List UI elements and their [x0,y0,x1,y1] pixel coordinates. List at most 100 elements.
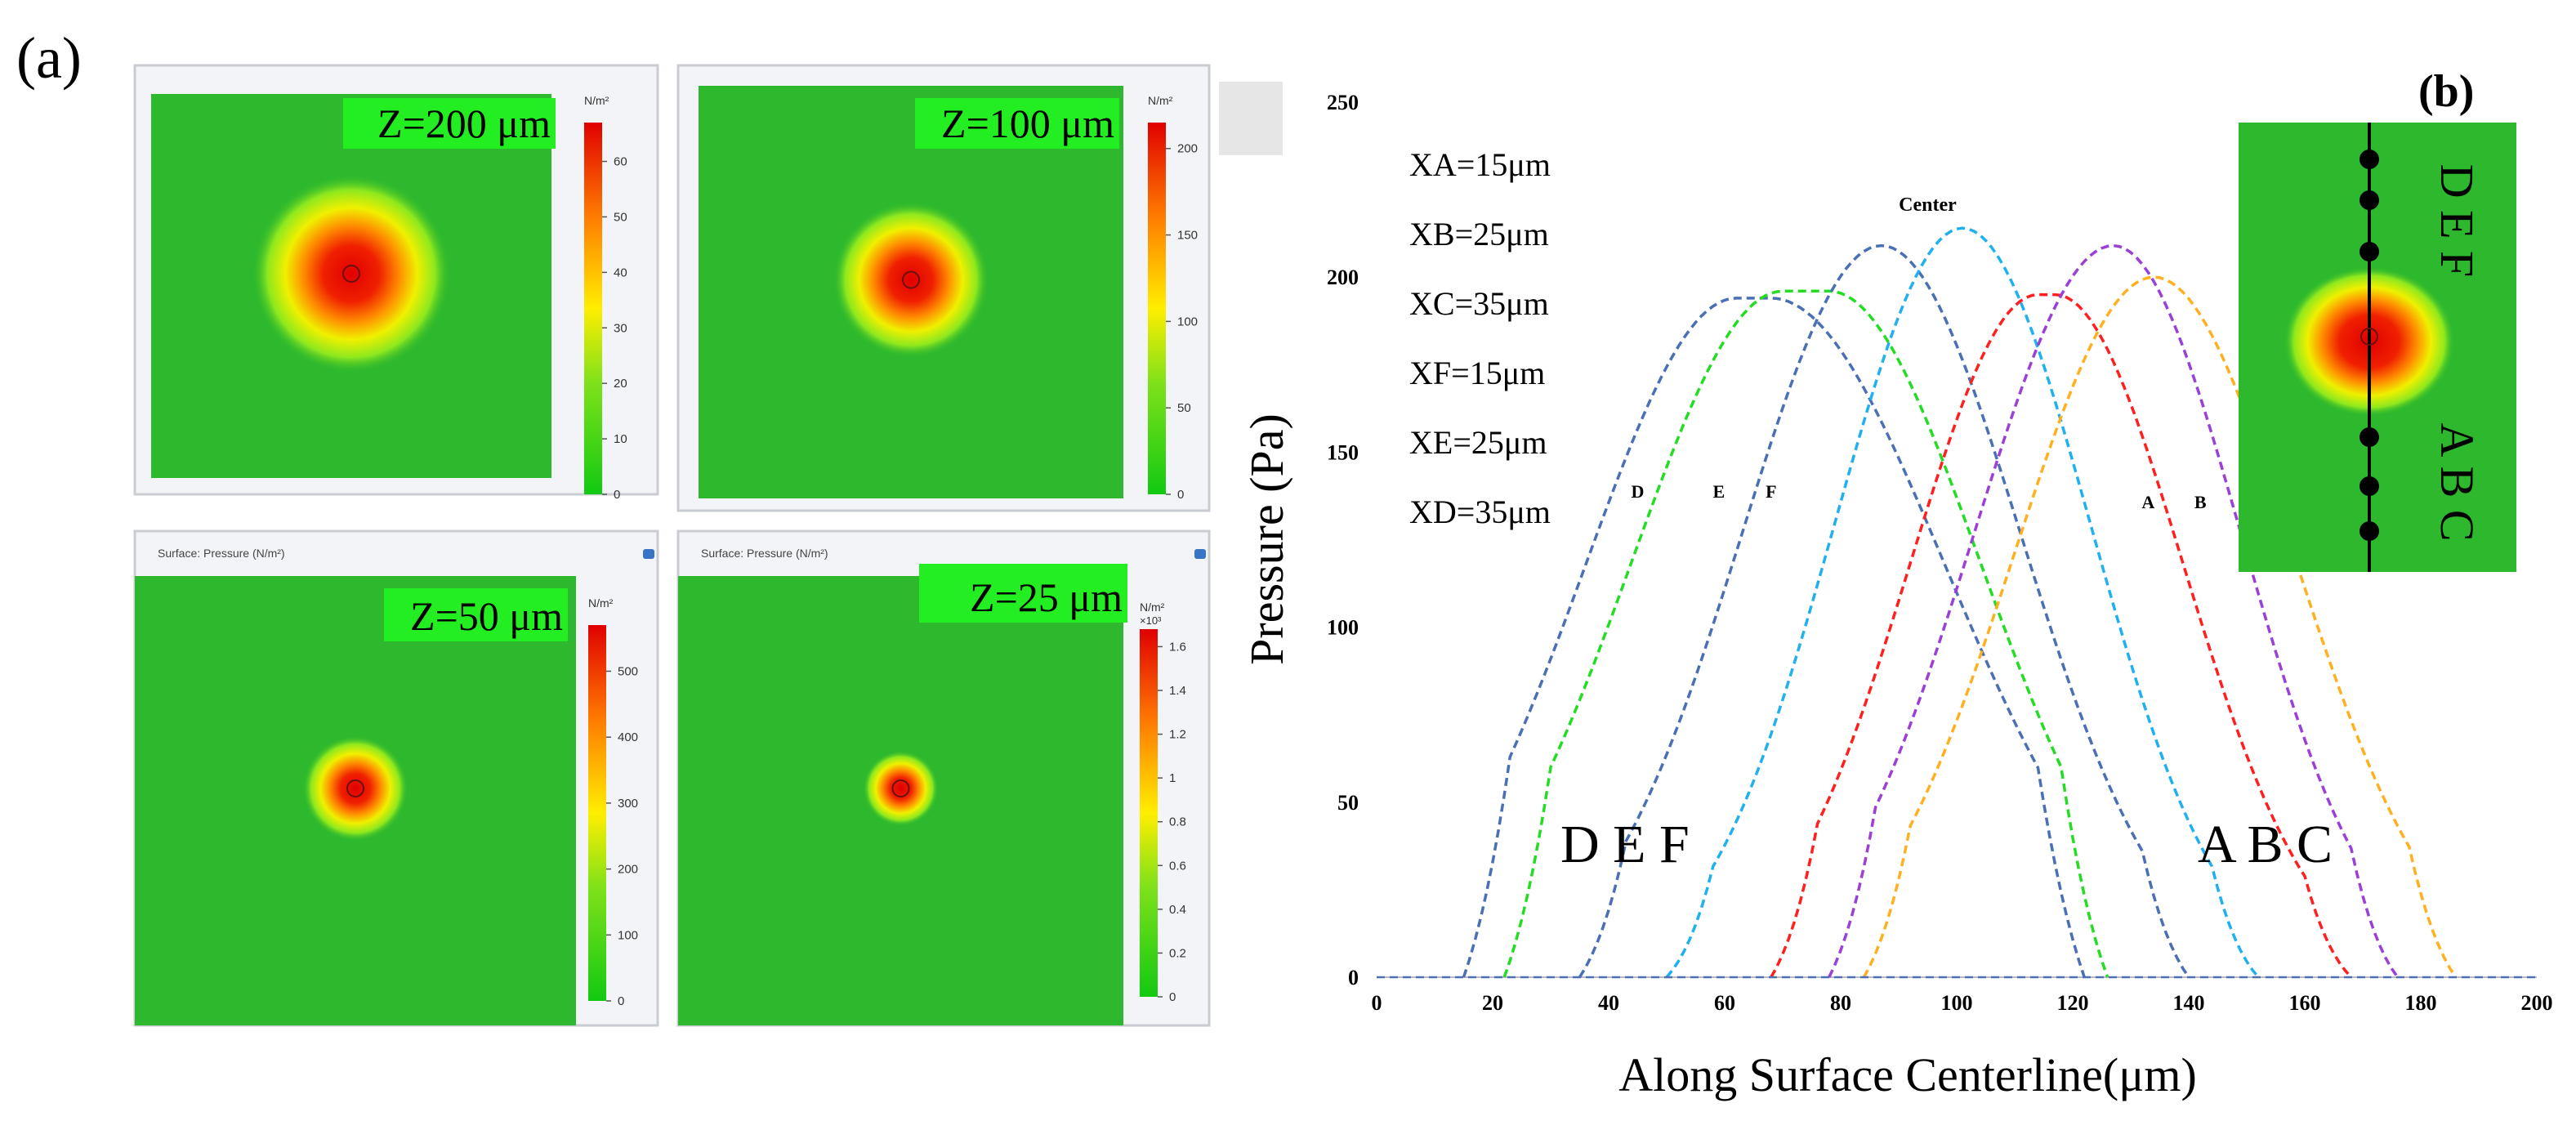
curve-annotation: F [1766,481,1776,502]
colorbar-tick-label: 0 [1169,990,1176,1004]
curve-annotation: A [2141,492,2154,512]
group-left-label: D E F [1560,815,1690,874]
spot-marker [346,779,364,797]
legend-entry: XF=15μm [1409,355,1545,391]
inset-point [2359,521,2379,541]
settings-icon[interactable] [1194,549,1206,559]
inset: D E F A B C [2239,123,2516,572]
colorbar-unit: N/m² [588,596,614,610]
y-tick-label: 150 [1327,440,1359,464]
y-tick-label: 250 [1327,91,1359,114]
colorbar-unit: N/m² [1140,601,1165,614]
colorbar-tick-label: 0 [1177,488,1184,502]
series-f [1578,243,2190,978]
pressure-spot [251,173,452,374]
spot-marker [891,779,910,797]
y-tick-label: 100 [1327,616,1359,640]
heatmap-2: Z=100 μm N/m² 200 150 100 50 0 [676,64,1211,512]
map-caption: Surface: Pressure (N/m²) [701,547,828,560]
inset-point [2359,427,2379,447]
curve-annotation: B [2194,492,2207,512]
colorbar-tick-label: 0.8 [1169,815,1186,829]
z-label: Z=200 μm [377,100,551,146]
z-label-bg [919,564,1127,623]
heatmap-3: Surface: Pressure (N/m²) Z=50 μm N/m² 500 40… [133,529,659,1027]
x-tick-label: 140 [2173,991,2205,1015]
pressure-spot [302,735,408,842]
x-tick-label: 60 [1714,991,1735,1015]
series-c [1862,275,2458,978]
colorbar-tick-label: 50 [1177,401,1191,415]
z-label-bg [384,588,568,641]
x-tick-label: 40 [1598,991,1619,1015]
legend-entry: XC=35μm [1409,285,1549,322]
spot-marker [342,265,360,283]
inset-point [2359,242,2379,261]
x-tick-label: 80 [1830,991,1851,1015]
colorbar-unit: N/m² [584,94,609,107]
curve-annotation: E [1713,481,1726,502]
y-tick-label: 50 [1337,791,1359,815]
x-tick-label: 100 [1941,991,1973,1015]
map-caption: Surface: Pressure (N/m²) [158,547,285,560]
colorbar-tick-label: 200 [618,863,638,877]
x-tick-label: 20 [1482,991,1503,1015]
series-e [1502,289,2109,978]
colorbar [588,625,606,1001]
heatmap-1: Z=200 μm N/m² 60 50 40 30 20 10 0 [133,64,659,502]
spot-marker [902,270,920,289]
inset-point [2359,190,2379,210]
x-axis-label: Along Surface Centerline(μm) [1618,1048,2197,1101]
inset-point [2359,476,2379,496]
z-label: Z=50 μm [410,593,563,639]
inset-top-label: D E F [2431,164,2484,278]
colorbar-tick-label: 20 [614,377,627,391]
group-right-label: A B C [2198,815,2333,874]
legend-entry: XD=35μm [1409,494,1551,530]
colorbar-tick-label: 0.4 [1169,903,1186,917]
colorbar-tick-label: 300 [618,797,638,811]
series-b [1828,243,2400,978]
center-annotation: Center [1899,194,1957,216]
colorbar-tick-label: 0.2 [1169,946,1186,960]
colorbar-tick-label: 40 [614,266,627,279]
pressure-spot [833,201,989,359]
x-tick-label: 200 [2521,991,2553,1015]
colorbar-tick-label: 1.4 [1169,684,1186,698]
colorbar-tick-label: 0 [614,488,620,502]
y-tick-label: 200 [1327,266,1359,289]
x-tick-label: 160 [2289,991,2321,1015]
pressure-chart: 0 50 100 150 200 250 0 20 40 60 80 100 120 140 160 180 2… [1240,66,2553,1101]
colorbar-exponent: ×10³ [1140,614,1162,627]
colorbar-tick-label: 10 [614,432,627,446]
curve-annotation: D [1632,481,1645,502]
colorbar-tick-label: 60 [614,155,627,169]
x-tick-label: 180 [2405,991,2437,1015]
y-axis-label: Pressure (Pa) [1240,413,1293,665]
y-tick-label: 0 [1348,966,1359,989]
colorbar-tick-label: 1.6 [1169,640,1186,654]
inset-point [2359,150,2379,169]
inset-spot-marker [2360,328,2378,346]
panel-b-label: (b) [2418,66,2474,117]
x-tick-label: 120 [2057,991,2089,1015]
colorbar [584,123,602,494]
series-center [1665,226,2260,979]
colorbar-tick-label: 30 [614,321,627,335]
legend-entry: XA=15μm [1409,146,1551,183]
z-label: Z=100 μm [941,100,1114,146]
legend-entry: XB=25μm [1409,216,1549,252]
x-tick-label: 0 [1372,991,1382,1015]
colorbar-tick-label: 500 [618,664,638,678]
settings-icon[interactable] [643,549,654,559]
pressure-spot [863,750,939,827]
colorbar [1148,123,1166,494]
colorbar-tick-label: 50 [614,210,627,224]
colorbar-tick-label: 150 [1177,229,1198,243]
colorbar-tick-label: 100 [1177,315,1198,328]
z-label-bg [915,98,1119,149]
colorbar [1140,629,1158,997]
